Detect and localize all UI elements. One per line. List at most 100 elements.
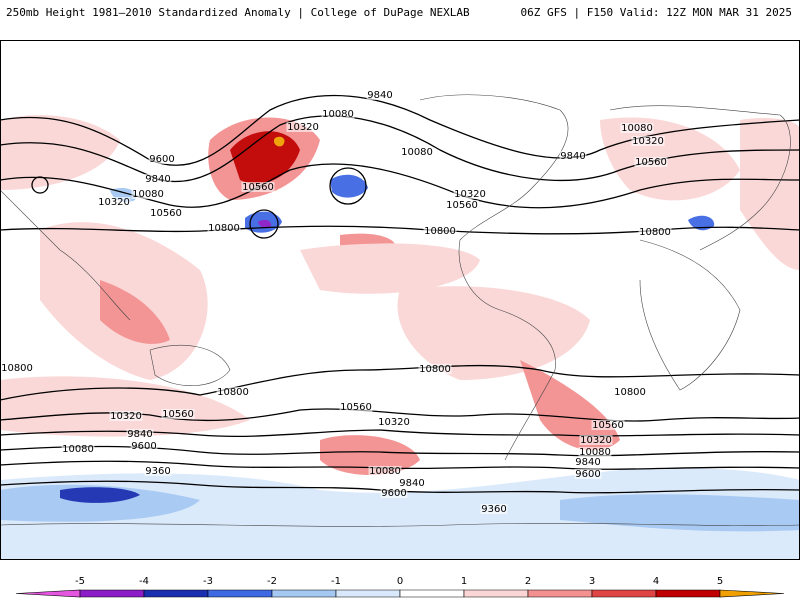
contour-label-bg: [97, 197, 131, 207]
contour-label-bg: [207, 223, 241, 233]
contour-label: 9840: [399, 478, 424, 489]
contour-label: 10320: [110, 411, 142, 422]
contour-label: 10800: [639, 227, 671, 238]
contour-label-bg: [578, 447, 612, 457]
contour-label-bg: [574, 457, 602, 467]
contour-label-bg: [453, 189, 487, 199]
contour-label-bg: [339, 402, 373, 412]
negative-anomaly-region: [258, 219, 272, 229]
contour-label-bg: [131, 189, 165, 199]
contour-label: 10560: [150, 208, 182, 219]
contour-line: [0, 480, 800, 494]
contour-label-bg: [574, 469, 602, 479]
contour-label: 10560: [242, 182, 274, 193]
coastline-eurasia: [609, 105, 791, 251]
colorbar-tick-label: 0: [397, 576, 403, 587]
colorbar-swatch: [719, 589, 785, 598]
positive-anomaly-region: [320, 435, 420, 475]
colorbar-ticks: -5 -4 -3 -2 -1 0 1 2 3 4 5: [75, 576, 723, 587]
contour-label: 9840: [127, 429, 152, 440]
contour-label: 9600: [575, 469, 600, 480]
contour-label-bg: [418, 364, 452, 374]
colorbar-tick-label: 5: [717, 576, 723, 587]
colorbar-swatch: [79, 589, 145, 598]
contour-label-bg: [380, 488, 408, 498]
contour-label: 10560: [162, 409, 194, 420]
contour-label: 10560: [635, 157, 667, 168]
contour-label-bg: [634, 157, 668, 167]
contour-label-bg: [377, 417, 411, 427]
negative-anomaly-region: [60, 487, 140, 503]
colorbar-swatch: [463, 589, 529, 598]
colorbar-swatch: [271, 589, 337, 598]
contour-label: 10560: [592, 420, 624, 431]
contour-label: 9600: [131, 441, 156, 452]
anomaly-map: 9840100801032010080960098401008010320105…: [0, 40, 800, 560]
contour-label: 9840: [145, 174, 170, 185]
colorbar-swatches: [15, 589, 785, 598]
header-bar: 250mb Height 1981–2010 Standardized Anom…: [0, 0, 800, 22]
contour-label-bg: [638, 227, 672, 237]
contour-label-bg: [144, 466, 172, 476]
contour-label: 10320: [378, 417, 410, 428]
contour-line: [249, 209, 279, 239]
contour-label: 10080: [369, 466, 401, 477]
negative-anomaly-region: [330, 174, 368, 198]
contour-label: 10320: [632, 136, 664, 147]
contour-label: 10080: [132, 189, 164, 200]
positive-anomaly-region: [0, 115, 120, 190]
colorbar-tick-label: 3: [589, 576, 595, 587]
contour-label: 10800: [1, 363, 33, 374]
contour-label: 10080: [579, 447, 611, 458]
contour-label: 9840: [575, 457, 600, 468]
coastlines: [0, 94, 800, 527]
contour-label-bg: [148, 154, 176, 164]
negative-anomaly-region: [560, 494, 800, 532]
contour-label-bg: [216, 387, 250, 397]
contour-label: 9600: [149, 154, 174, 165]
contour-line: [0, 364, 800, 401]
contour-label-bg: [126, 429, 154, 439]
contour-label-bg: [398, 478, 426, 488]
contour-label-bg: [579, 435, 613, 445]
colorbar-swatch: [399, 589, 465, 598]
colorbar-tick-label: -4: [139, 576, 149, 587]
contour-label-bg: [400, 147, 434, 157]
contour-label-bg: [161, 409, 195, 419]
negative-anomaly-region: [688, 215, 715, 231]
coastline-asia: [0, 189, 131, 321]
contour-label-bg: [0, 363, 34, 373]
contour-label: 9360: [481, 504, 506, 515]
positive-anomaly-region: [273, 136, 285, 147]
contour-label-bg: [559, 151, 587, 161]
contour-label: 10560: [340, 402, 372, 413]
contour-label-bg: [368, 466, 402, 476]
contour-label: 10320: [454, 189, 486, 200]
contour-label-bg: [480, 504, 508, 514]
model-run-info: 06Z GFS | F150 Valid: 12Z MON MAR 31 202…: [520, 6, 792, 19]
positive-anomaly-region: [100, 280, 170, 344]
contour-label: 10080: [621, 123, 653, 134]
contour-label: 10320: [287, 122, 319, 133]
colorbar-tick-label: -2: [267, 576, 277, 587]
coastline-antarctica: [0, 523, 800, 527]
negative-anomaly-region: [0, 484, 200, 522]
map-title: 250mb Height 1981–2010 Standardized Anom…: [6, 6, 470, 19]
contour-label-bg: [241, 182, 275, 192]
colorbar-tick-label: -3: [203, 576, 213, 587]
contour-label: 10080: [401, 147, 433, 158]
contour-labels: 9840100801032010080960098401008010320105…: [0, 90, 672, 515]
contour-label: 9840: [367, 90, 392, 101]
contour-label-bg: [620, 123, 654, 133]
contour-label: 10800: [208, 223, 240, 234]
contour-line: [329, 167, 367, 205]
contour-label: 10800: [424, 226, 456, 237]
contour-label-bg: [149, 208, 183, 218]
contour-label-bg: [591, 420, 625, 430]
coastline-north-america: [419, 94, 569, 311]
contour-label-bg: [130, 441, 158, 451]
contour-label: 10320: [98, 197, 130, 208]
contour-label: 10080: [62, 444, 94, 455]
colorbar-swatch: [655, 589, 721, 598]
coastline-africa: [639, 239, 741, 391]
